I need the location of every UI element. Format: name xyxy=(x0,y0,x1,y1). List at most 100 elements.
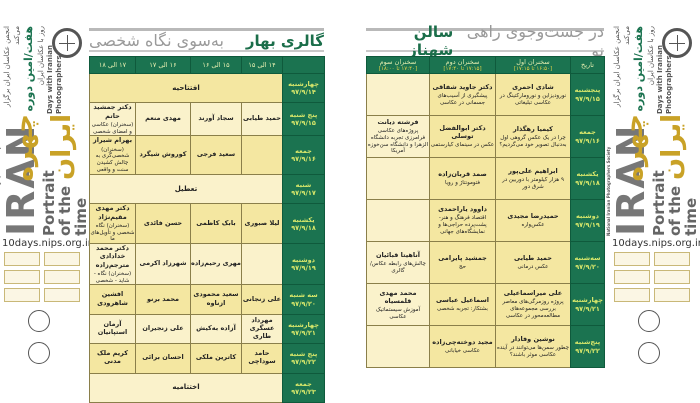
sponsor-logo xyxy=(614,288,650,302)
day-date: ۹۷/۹/۱۹ xyxy=(575,220,600,229)
speaker-cell: دکتر ابوالفضل توسلی عکس در سینمای کیارستم… xyxy=(429,115,496,158)
festival-url[interactable]: 10days.nips.org.ir xyxy=(2,238,92,249)
organizer-text: انجمن عکاسان ایران برگزار می‌کند xyxy=(3,26,21,107)
column-header: تاریخ xyxy=(570,56,605,74)
gold-title-2: ایران xyxy=(46,114,77,180)
speaker-name: فرشته دیانت xyxy=(377,117,419,126)
day-name: یکشنبه xyxy=(576,170,599,179)
photographer-name: کاترین ملکی xyxy=(195,353,237,362)
gold-title-2: ایران xyxy=(656,114,687,180)
sponsor-logo xyxy=(4,252,40,266)
table-row: شنبه ۹۷/۹/۱۷ تعطیل xyxy=(89,174,325,205)
schedule-cell: علی زنجیران xyxy=(135,313,191,345)
date-cell: پنجشنبه ۹۷/۹/۱۵ xyxy=(570,73,605,116)
day-date: ۹۷/۹/۲۰ xyxy=(575,262,600,271)
schedule-cell xyxy=(241,243,283,286)
subtitle-fa: روز با عکاسان ایران xyxy=(37,26,45,86)
hall-theme: در جست‌وجوی راهی نو xyxy=(466,21,604,60)
photographer-name: علی زنجیران xyxy=(142,323,184,332)
date-cell: پنج شنبه ۹۷/۹/۲۲ xyxy=(282,343,325,374)
edition-text: هفت/امین دوره xyxy=(22,26,35,112)
banner-rotated-titles: National Iranian Photographers Society I… xyxy=(606,26,700,236)
speaker-cell: دکتر جاوید شفاقی پیشگیری از آسیب‌های جسما… xyxy=(429,73,496,116)
schedule-cell: علی زنجانی xyxy=(241,284,283,315)
cell-note: (سخنران) شخصی‌گری به چالش کشیدن سنت و وا… xyxy=(95,146,130,174)
schedule-cell: سعید محمودی ازناوه xyxy=(190,284,242,315)
speaker-name: شادی احمری xyxy=(512,82,554,91)
speaker-name: ابراهیم علی‌پور xyxy=(508,166,558,175)
society-emblem-icon xyxy=(638,310,660,332)
photographer-name: شهرزاد اکرمی xyxy=(139,259,187,268)
festival-banner-left: National Iranian Photographers Society I… xyxy=(0,0,92,400)
gallery-theme: به‌سوی نگاه شخصی xyxy=(89,31,224,50)
sponsor-logo xyxy=(614,270,650,284)
talk-title: حج xyxy=(459,264,466,271)
speaker-name: صمد قربان‌زاده xyxy=(438,170,487,178)
speaker-cell: حمید طیابی عکس درمانی xyxy=(495,241,571,284)
photographer-name: کوروش شیگرد xyxy=(139,150,187,159)
speaker-name: کیمیا رهگذار xyxy=(513,124,553,133)
sponsor-logo xyxy=(614,252,650,266)
day-name: پنجشنبه xyxy=(574,86,601,95)
table-row: سه‌شنبه ۹۷/۹/۲۰ حمید طیابی عکس درمانی جمشید … xyxy=(366,241,605,284)
gallery-title-bar: گالری بهار به‌سوی نگاه شخصی xyxy=(89,28,324,52)
sponsor-logo xyxy=(4,270,40,284)
photographer-name: سعید محمودی ازناوه xyxy=(193,290,239,307)
banner-rotated-titles: National Iranian Photographers Society I… xyxy=(0,26,90,236)
speaker-cell: کیمیا رهگذار چرا در یک عکس گروهی اول به‌د… xyxy=(495,115,571,158)
day-date: ۹۷/۹/۱۸ xyxy=(291,223,316,232)
date-cell: دوشنبه ۹۷/۹/۱۹ xyxy=(570,199,605,242)
photographer-name: دکتر مهدی مقیم‌نژاد xyxy=(95,204,130,221)
portrait-title: Portrait xyxy=(40,170,58,236)
column-header: سخنران سوم [۱۷:۴۰ تا ۱۸:۰۰] xyxy=(366,56,430,74)
saman-logo-icon xyxy=(28,342,50,364)
festival-url[interactable]: 10days.nips.org.ir xyxy=(612,238,700,249)
speaker-cell xyxy=(366,157,430,200)
hall-venue: سالن شهناز xyxy=(408,22,454,59)
talk-title: عکس درمانی xyxy=(517,264,549,271)
photographer-name: دکتر جمشید حاتم xyxy=(93,103,132,120)
date-cell: سه‌شنبه ۹۷/۹/۲۰ xyxy=(570,241,605,284)
column-header: ۱۵ الی ۱۶ xyxy=(190,56,242,74)
column-header: سخنران اول [۱۶:۵۰ تا ۱۷:۱۵] xyxy=(495,56,571,74)
table-row: پنج شنبه ۹۷/۹/۱۵ حمید طیابی سجاد آورند مهدی … xyxy=(89,102,325,137)
speaker-name: جمشید پایرامی xyxy=(438,254,487,262)
header-time: [۱۷:۴۰ تا ۱۸:۰۰] xyxy=(378,65,418,72)
plus-circle-logo-icon xyxy=(52,28,82,58)
gold-title-1: چهره xyxy=(618,114,649,182)
day-date: ۹۷/۹/۱۶ xyxy=(575,136,600,145)
festival-banner-right: National Iranian Photographers Society I… xyxy=(606,0,700,400)
day-date: ۹۷/۹/۱۷ xyxy=(291,189,316,198)
day-name: چهارشنبه xyxy=(288,80,319,89)
table-row: یکشنبه ۹۷/۹/۱۸ ابراهیم علی‌پور ۹ هزار کیلوم… xyxy=(366,157,605,200)
of-the-time-title: of the time xyxy=(56,185,90,236)
schedule-cell: سعید فرجی xyxy=(190,135,242,176)
talk-title: ۹ هزار کیلومتر با دوربین در شرق دور xyxy=(502,176,564,190)
photographer-name: کریم ملک مدنی xyxy=(97,349,128,366)
speaker-cell: ابراهیم علی‌پور ۹ هزار کیلومتر با دوربین … xyxy=(495,157,571,200)
talk-title: عکس در سینمای کیارستمی xyxy=(430,142,495,149)
speaker-cell: مجید دوخته‌چی‌زاده عکاسی خیابانی xyxy=(429,325,496,368)
subtitle-fa: روز با عکاسان ایران xyxy=(647,26,655,86)
photographer-name: علی زنجانی xyxy=(242,294,282,303)
day-name: دوشنبه xyxy=(575,212,600,221)
photographer-name: مهدی منعم xyxy=(145,114,181,123)
day-name: پنج شنبه xyxy=(289,350,318,359)
date-cell: پنج شنبه ۹۷/۹/۱۵ xyxy=(282,102,325,137)
schedule-cell: آرمان استپانیان xyxy=(89,313,136,345)
hall-title-bar: در جست‌وجوی راهی نو سالن شهناز xyxy=(366,22,604,60)
speaker-cell: محمد مهدی قلمسیاه آموزش سیستماتیک عکاسی xyxy=(366,283,430,326)
header-time: [۱۷:۱۵ تا ۱۷:۴۰] xyxy=(443,65,482,72)
table-row: جمعه ۹۷/۹/۲۳ اختتامیه xyxy=(89,372,325,403)
day-name: سه شنبه xyxy=(289,291,318,300)
date-cell: چهارشنبه ۹۷/۹/۲۱ xyxy=(282,313,325,345)
date-cell: جمعه ۹۷/۹/۱۶ xyxy=(570,115,605,158)
day-date: ۹۷/۹/۱۸ xyxy=(575,178,600,187)
day-date: ۹۷/۹/۲۲ xyxy=(291,358,316,367)
photographer-name: سعید فرجی xyxy=(196,150,236,159)
talk-title: چطور سمن‌ها می‌توانند در آینده عکاسی موث… xyxy=(496,344,570,358)
photographer-name: مهرداد عسگری طاری xyxy=(249,315,275,341)
gallery-venue: گالری بهار xyxy=(245,31,324,50)
sponsor-logo xyxy=(44,270,80,284)
schedule-cell: آزاده به‌کیش xyxy=(190,313,242,345)
